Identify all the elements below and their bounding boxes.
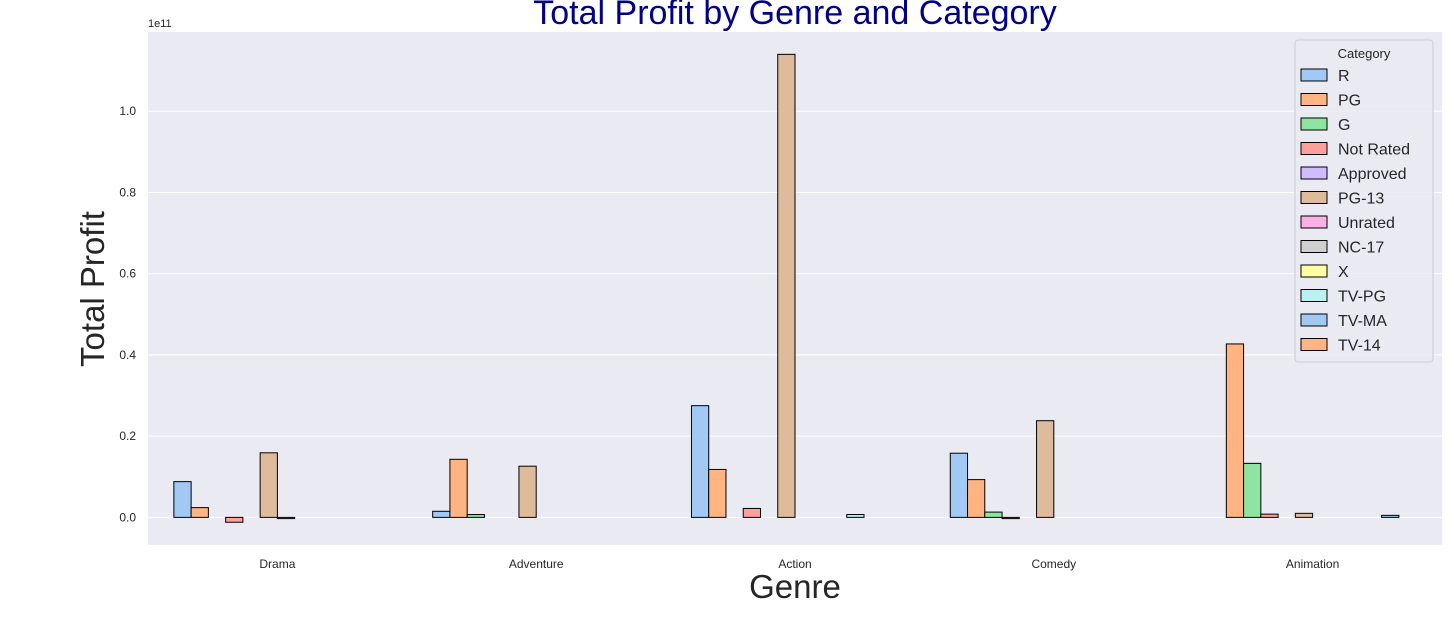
legend-swatch	[1300, 289, 1328, 302]
y-tick-label: 0.4	[119, 348, 136, 362]
legend-swatch	[1300, 68, 1328, 82]
bar-r-adventure	[432, 510, 451, 518]
bar-not-rated-animation	[1260, 513, 1279, 518]
y-tick-label: 0.0	[119, 510, 136, 524]
bar-not-rated-comedy	[1001, 516, 1020, 520]
y-tick-labels: 0.0 0.2 0.4 0.6 0.8 1.0	[119, 104, 136, 524]
legend-label: TV-14	[1338, 338, 1381, 355]
legend-swatch	[1300, 313, 1328, 327]
legend-swatch	[1300, 166, 1328, 180]
chart-title: Total Profit by Genre and Category	[533, 0, 1057, 32]
legend-label: X	[1338, 264, 1349, 281]
x-axis-label: Genre	[749, 568, 841, 605]
legend-label: TV-PG	[1338, 289, 1386, 306]
bars	[173, 53, 1400, 523]
bar-pg-13-action	[777, 53, 796, 518]
bar-unrated-drama	[276, 516, 296, 520]
legend-swatch	[1300, 338, 1328, 351]
legend-label: PG	[1338, 93, 1361, 110]
bar-not-rated-drama	[225, 516, 244, 523]
bar-g-animation	[1243, 462, 1262, 518]
y-offset-label: 1e11	[148, 18, 172, 30]
bar-pg-13-drama	[259, 452, 278, 518]
bar-r-comedy	[949, 452, 969, 518]
y-axis-label: Total Profit	[74, 211, 111, 367]
bar-pg-13-adventure	[518, 465, 537, 518]
legend-label: R	[1338, 68, 1350, 85]
x-tick-label: Action	[778, 557, 811, 571]
x-tick-label: Animation	[1286, 557, 1339, 571]
bar-pg-comedy	[967, 479, 986, 518]
legend-label: G	[1338, 117, 1350, 134]
bar-g-comedy	[984, 511, 1003, 518]
legend-swatch	[1300, 117, 1328, 131]
bar-pg-drama	[190, 507, 209, 518]
legend-label: TV-MA	[1338, 313, 1387, 330]
x-tick-label: Drama	[259, 557, 295, 571]
x-tick-label: Comedy	[1031, 557, 1076, 571]
legend-swatch	[1300, 93, 1328, 106]
bar-r-drama	[173, 481, 192, 518]
x-tick-labels: Drama Adventure Action Comedy Animation	[259, 557, 1339, 571]
legend-label: Not Rated	[1338, 142, 1410, 159]
y-tick-label: 0.6	[119, 267, 136, 281]
x-tick-label: Adventure	[509, 557, 564, 571]
bar-pg-13-animation	[1294, 512, 1314, 518]
legend-swatch	[1300, 240, 1328, 253]
bar-pg-13-comedy	[1036, 420, 1055, 518]
bar-not-rated-action	[742, 507, 761, 518]
bar-pg-adventure	[449, 458, 468, 518]
legend-swatch	[1300, 191, 1328, 204]
legend-label: PG-13	[1338, 191, 1384, 208]
legend-label: NC-17	[1338, 240, 1384, 257]
legend-label: Unrated	[1338, 215, 1395, 232]
y-tick-label: 0.8	[119, 185, 136, 199]
legend-swatch	[1300, 142, 1328, 155]
legend-title: Category	[1338, 46, 1391, 61]
y-tick-label: 1.0	[119, 104, 136, 118]
legend-label: Approved	[1338, 166, 1407, 183]
legend: Category R PG G Not Rated Approved PG-13 Unrat…	[1294, 39, 1434, 363]
y-tick-label: 0.2	[119, 429, 136, 443]
bar-tv-ma-animation	[1381, 514, 1400, 518]
legend-swatch	[1300, 215, 1328, 229]
legend-box	[1294, 39, 1434, 363]
bar-tv-pg-action	[846, 514, 865, 518]
bar-g-adventure	[466, 514, 485, 518]
bar-pg-action	[708, 468, 727, 518]
bar-pg-animation	[1225, 343, 1245, 518]
legend-swatch	[1300, 264, 1328, 278]
bar-r-action	[690, 405, 710, 518]
